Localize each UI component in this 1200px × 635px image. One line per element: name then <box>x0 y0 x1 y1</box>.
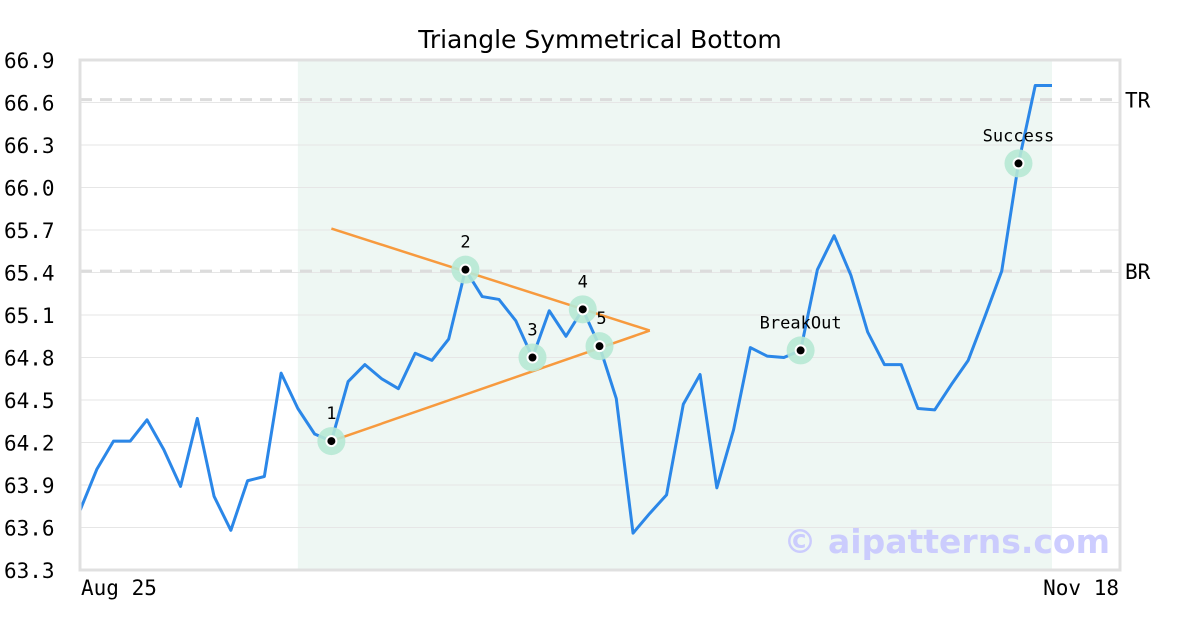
y-tick-label: 63.3 <box>4 559 55 583</box>
y-tick-label: 63.9 <box>4 474 55 498</box>
marker-dot <box>794 344 807 357</box>
plot-border <box>78 58 1122 572</box>
y-tick-label: 63.6 <box>4 517 55 541</box>
chart-title: Triangle Symmetrical Bottom <box>417 25 782 54</box>
x-tick-label: Nov 18 <box>1043 576 1119 600</box>
trendline-upper <box>330 227 651 332</box>
hline-label: BR <box>1125 260 1151 284</box>
y-tick-label: 65.7 <box>4 219 55 243</box>
y-tick-label: 64.2 <box>4 432 55 456</box>
price-line <box>78 84 1052 535</box>
marker-label: 2 <box>460 233 470 253</box>
marker-dot <box>593 340 606 353</box>
marker-label: 3 <box>527 321 537 341</box>
y-tick-label: 66.3 <box>4 134 55 158</box>
hline-label: TR <box>1125 89 1151 113</box>
marker-dot <box>576 303 589 316</box>
y-tick-label: 64.5 <box>4 389 55 413</box>
marker-label: Success <box>983 126 1055 146</box>
y-tick-label: 66.6 <box>4 92 55 116</box>
marker-dot <box>459 263 472 276</box>
y-tick-label: 66.0 <box>4 177 55 201</box>
x-tick-label: Aug 25 <box>81 576 157 600</box>
watermark: © aipatterns.com <box>784 522 1110 561</box>
y-tick-label: 65.4 <box>4 262 55 286</box>
marker-dot <box>1012 157 1025 170</box>
marker-label: BreakOut <box>760 313 842 333</box>
y-tick-label: 65.1 <box>4 304 55 328</box>
marker-dot <box>526 351 539 364</box>
marker-dot <box>325 435 338 448</box>
marker-label: 5 <box>596 309 606 329</box>
marker-label: 1 <box>326 404 336 424</box>
y-tick-label: 64.8 <box>4 347 55 371</box>
marker-label: 4 <box>578 272 588 292</box>
y-tick-label: 66.9 <box>4 49 55 73</box>
